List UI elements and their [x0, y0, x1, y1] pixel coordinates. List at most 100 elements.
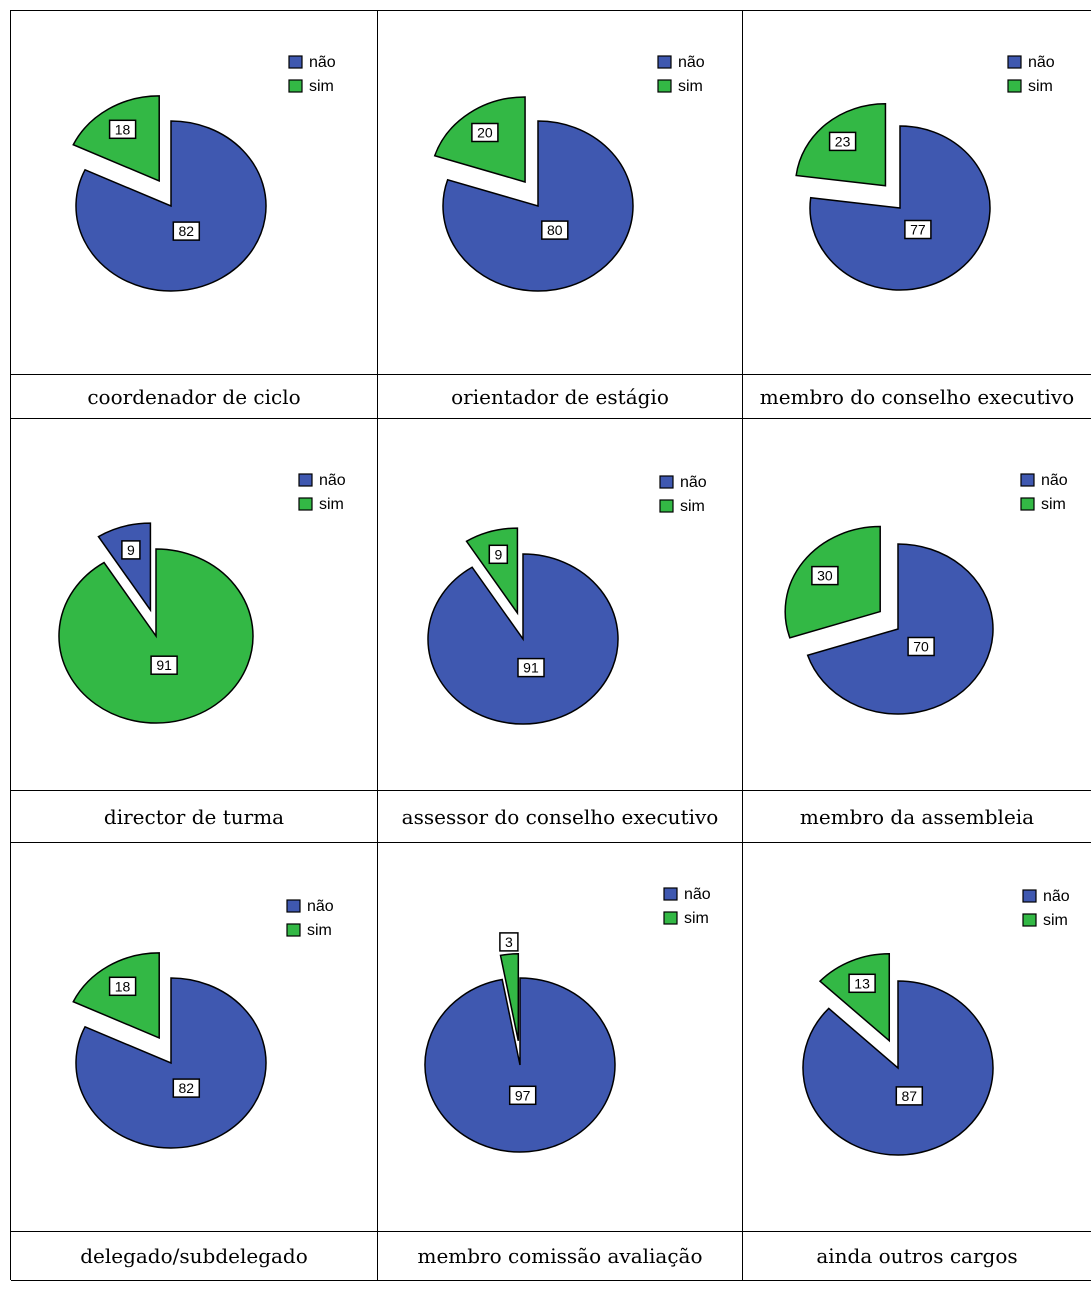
legend-swatch-sim [286, 923, 301, 937]
pie-slice-nao [424, 977, 616, 1153]
pie-chart-3: 77 23 não sim [795, 54, 1055, 291]
legend-swatch-nao [298, 473, 313, 487]
svg-text:20: 20 [477, 124, 493, 140]
legend-swatch-nao [659, 475, 674, 489]
svg-text:3: 3 [505, 934, 513, 950]
data-label-nao: 80 [541, 220, 569, 240]
legend-label-nao: não [1028, 54, 1055, 71]
data-label-nao: 82 [172, 1078, 201, 1098]
pie-slice-sim [499, 953, 520, 1041]
legend: não sim [1020, 472, 1068, 513]
legend: não sim [288, 54, 336, 95]
chart-grid: 82 18 não sim 80 20 não sim 77 23 não sim coorden… [10, 10, 1091, 1281]
legend-swatch-nao [288, 55, 303, 69]
legend-label-sim: sim [1028, 78, 1053, 95]
data-label-sim: 3 [499, 932, 519, 952]
svg-text:82: 82 [178, 223, 194, 239]
legend-swatch-nao [1022, 889, 1037, 903]
pie-cell-2: 80 20 não sim [378, 11, 743, 375]
legend-swatch-nao [663, 887, 678, 901]
svg-text:91: 91 [523, 660, 539, 676]
caption-4: director de turma [11, 791, 378, 843]
pie-chart-2: 80 20 não sim [433, 54, 705, 292]
legend-label-sim: sim [307, 922, 332, 939]
pie-cell-8: 97 3 não sim [378, 843, 743, 1232]
pie-cell-3: 77 23 não sim [743, 11, 1091, 375]
pie-slice-nao [75, 120, 267, 292]
pie-chart-6: 70 30 não sim [784, 472, 1068, 715]
data-label-sim: 13 [848, 973, 876, 994]
legend-label-sim: sim [678, 78, 703, 95]
caption-5: assessor do conselho executivo [378, 791, 743, 843]
legend-swatch-sim [288, 79, 303, 93]
pie-chart-8: 97 3 não sim [424, 886, 711, 1153]
legend-swatch-sim [1007, 79, 1022, 93]
pie-cell-6: 70 30 não sim [743, 419, 1091, 791]
data-label-nao: 97 [508, 1085, 537, 1106]
data-label-sim: 20 [471, 122, 499, 143]
legend-label-sim: sim [1043, 912, 1068, 929]
caption-6: membro da assembleia [743, 791, 1091, 843]
pie-slice-sim [58, 548, 254, 724]
data-label-nao: 77 [904, 219, 932, 240]
legend-swatch-nao [286, 899, 301, 913]
svg-text:9: 9 [127, 542, 135, 558]
legend-swatch-sim [1020, 497, 1035, 511]
svg-text:82: 82 [178, 1080, 194, 1096]
legend: não sim [1022, 888, 1070, 929]
legend-swatch-nao [1007, 55, 1022, 69]
data-label-nao: 9 [121, 540, 141, 560]
data-label-nao: 87 [895, 1086, 924, 1106]
legend-label-nao: não [684, 886, 711, 903]
pie-cell-9: 87 13 não sim [743, 843, 1091, 1232]
legend-swatch-nao [657, 55, 672, 69]
legend-swatch-sim [298, 497, 313, 511]
legend-label-nao: não [1043, 888, 1070, 905]
svg-text:70: 70 [913, 638, 929, 654]
legend-label-nao: não [1041, 472, 1068, 489]
pie-chart-4: 91 9 não sim [58, 472, 346, 724]
caption-3: membro do conselho executivo [743, 375, 1091, 419]
data-label-sim: 18 [108, 976, 137, 997]
legend-swatch-sim [663, 911, 678, 925]
legend: não sim [286, 898, 334, 939]
caption-7: delegado/subdelegado [11, 1232, 378, 1281]
legend-label-sim: sim [680, 498, 705, 515]
svg-text:23: 23 [835, 133, 851, 149]
data-label-sim: 18 [108, 119, 137, 140]
data-label-sim: 23 [828, 131, 857, 152]
svg-text:97: 97 [515, 1087, 531, 1103]
legend-label-nao: não [307, 898, 334, 915]
legend-label-sim: sim [1041, 496, 1066, 513]
pie-chart-5: 91 9 não sim [427, 474, 707, 725]
legend-label-sim: sim [319, 496, 344, 513]
pie-cell-4: 91 9 não sim [11, 419, 378, 791]
caption-1: coordenador de ciclo [11, 375, 378, 419]
pie-slice-nao [809, 125, 991, 291]
legend: não sim [298, 472, 346, 513]
pie-cell-7: 82 18 não sim [11, 843, 378, 1232]
legend: não sim [1007, 54, 1055, 95]
pie-slice-nao [442, 120, 634, 292]
legend-swatch-sim [657, 79, 672, 93]
svg-text:13: 13 [854, 975, 870, 991]
svg-text:30: 30 [817, 568, 833, 584]
legend-label-nao: não [309, 54, 336, 71]
pie-chart-9: 87 13 não sim [802, 888, 1070, 1156]
svg-text:18: 18 [115, 978, 131, 994]
legend-label-sim: sim [684, 910, 709, 927]
pie-cell-5: 91 9 não sim [378, 419, 743, 791]
svg-text:18: 18 [115, 121, 131, 137]
svg-text:80: 80 [547, 222, 563, 238]
svg-text:87: 87 [902, 1088, 918, 1104]
data-label-sim: 91 [150, 655, 178, 675]
data-label-nao: 91 [517, 657, 545, 678]
legend-label-nao: não [678, 54, 705, 71]
legend-swatch-nao [1020, 473, 1035, 487]
legend: não sim [657, 54, 705, 95]
data-label-nao: 82 [172, 221, 201, 241]
pie-slice-nao [427, 553, 619, 725]
data-label-sim: 9 [488, 544, 509, 565]
legend-label-nao: não [319, 472, 346, 489]
pie-chart-1: 82 18 não sim [72, 54, 336, 292]
